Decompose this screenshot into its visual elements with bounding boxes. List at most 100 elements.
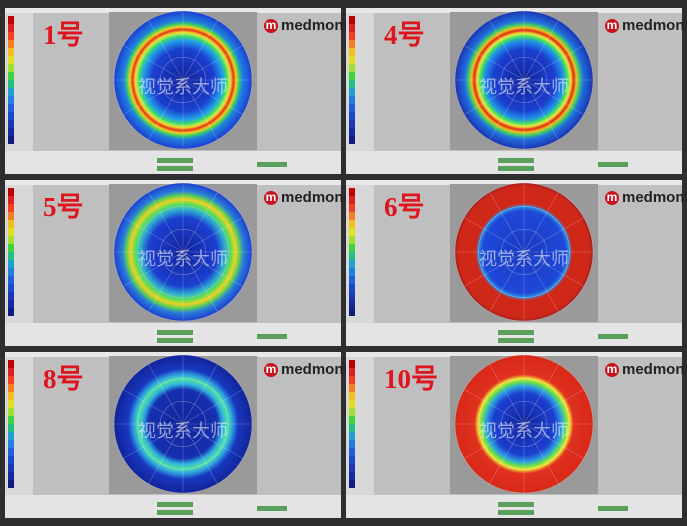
map-grid	[454, 354, 594, 494]
panel-label: 8号	[43, 364, 84, 394]
info-bar	[157, 330, 193, 335]
scale-swatch	[349, 136, 355, 144]
map-grid	[148, 364, 218, 484]
scale-swatch	[349, 360, 355, 368]
map-grid	[500, 56, 548, 104]
scale-swatch	[349, 188, 355, 196]
scale-swatch	[349, 408, 355, 416]
scale-swatch	[8, 212, 14, 220]
scale-swatch	[8, 260, 14, 268]
map-grid	[137, 378, 229, 470]
scale-swatch	[8, 408, 14, 416]
map-grid	[159, 400, 207, 448]
scale-swatch	[349, 480, 355, 488]
scale-swatch	[8, 480, 14, 488]
scale-swatch	[8, 72, 14, 80]
scale-swatch	[349, 268, 355, 276]
scale-swatch	[8, 424, 14, 432]
scale-swatch	[349, 48, 355, 56]
map-grid	[489, 20, 559, 140]
scale-swatch	[349, 96, 355, 104]
scale-swatch	[8, 252, 14, 260]
scale-swatch	[349, 112, 355, 120]
scale-swatch	[349, 80, 355, 88]
scale-swatch	[8, 416, 14, 424]
map-grid	[500, 228, 548, 276]
info-bar	[498, 502, 534, 507]
scale-swatch	[349, 456, 355, 464]
logo-text: medmont	[622, 189, 687, 206]
logo-badge	[264, 363, 278, 377]
scale-swatch	[349, 24, 355, 32]
topography-map	[455, 11, 593, 149]
map-grid	[159, 228, 207, 276]
scale-swatch	[8, 220, 14, 228]
scale-swatch	[8, 188, 14, 196]
topography-map	[114, 355, 252, 493]
scale-swatch	[8, 32, 14, 40]
map-watermark: 视觉系大师	[138, 77, 228, 97]
map-watermark: 视觉系大师	[479, 421, 569, 441]
topography-map	[114, 183, 252, 321]
map-grid	[123, 45, 243, 115]
scale-swatch	[8, 448, 14, 456]
map-watermark: 视觉系大师	[479, 249, 569, 269]
info-bar	[498, 510, 534, 515]
map-grid	[464, 45, 584, 115]
map-grid	[123, 389, 243, 459]
map-grid	[478, 34, 570, 126]
logo-mark: m	[607, 190, 618, 204]
scale-swatch	[8, 204, 14, 212]
panel: 视觉系大师 5号 m medmont	[5, 180, 349, 346]
scale-swatch	[349, 236, 355, 244]
scale-swatch	[8, 120, 14, 128]
info-bar	[598, 162, 628, 167]
panel-label: 6号	[384, 192, 425, 222]
map-grid	[489, 192, 559, 312]
scale-swatch	[349, 284, 355, 292]
info-bar	[257, 506, 287, 511]
scale-swatch	[349, 40, 355, 48]
map-grid	[137, 34, 229, 126]
logo-mark: m	[607, 362, 618, 376]
logo-mark: m	[266, 362, 277, 376]
scale-swatch	[8, 104, 14, 112]
info-bar	[498, 158, 534, 163]
logo-badge	[264, 191, 278, 205]
map-grid	[113, 354, 253, 494]
map-grid	[159, 56, 207, 104]
scale-swatch	[8, 300, 14, 308]
scale-swatch	[349, 56, 355, 64]
scale-swatch	[349, 424, 355, 432]
map-grid	[454, 10, 594, 150]
scale-swatch	[8, 360, 14, 368]
map-grid	[489, 364, 559, 484]
map-grid	[148, 192, 218, 312]
map-grid	[464, 217, 584, 287]
scale-swatch	[349, 128, 355, 136]
scale-swatch	[349, 244, 355, 252]
topography-map	[455, 355, 593, 493]
logo-mark: m	[266, 18, 277, 32]
scale-swatch	[8, 376, 14, 384]
logo-text: medmont	[281, 189, 349, 206]
topography-map	[114, 11, 252, 149]
map-watermark: 视觉系大师	[138, 249, 228, 269]
map-grid	[500, 400, 548, 448]
panel: 视觉系大师 4号 m medmont	[346, 8, 687, 174]
scale-swatch	[349, 416, 355, 424]
scale-swatch	[8, 196, 14, 204]
panel: 视觉系大师 6号 m medmont	[346, 180, 687, 346]
scale-swatch	[8, 368, 14, 376]
panel: 视觉系大师 1号 m medmont	[5, 8, 349, 174]
logo-text: medmont	[622, 17, 687, 34]
scale-swatch	[349, 260, 355, 268]
logo-badge	[605, 363, 619, 377]
scale-swatch	[8, 80, 14, 88]
scale-swatch	[8, 440, 14, 448]
scale-swatch	[349, 120, 355, 128]
scale-swatch	[349, 228, 355, 236]
map-grid	[148, 364, 218, 484]
map-grid	[489, 20, 559, 140]
